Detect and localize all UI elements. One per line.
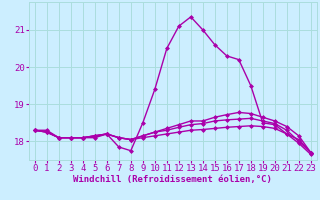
- X-axis label: Windchill (Refroidissement éolien,°C): Windchill (Refroidissement éolien,°C): [73, 175, 272, 184]
